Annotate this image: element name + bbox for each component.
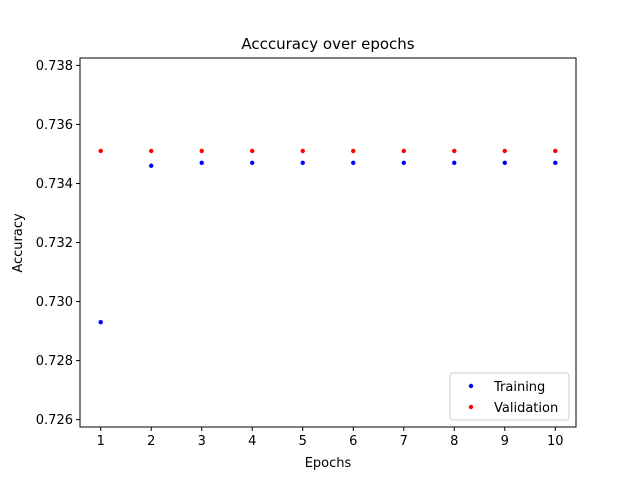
training-point (98, 320, 103, 325)
y-tick-label: 0.730 (36, 295, 73, 310)
y-axis-ticks: 0.726 0.728 0.730 0.732 0.734 0.736 0.738 (36, 59, 80, 428)
x-axis-label: Epochs (305, 456, 352, 471)
x-tick-label: 10 (547, 434, 564, 449)
legend-label-validation: Validation (494, 401, 558, 416)
y-axis-label: Accuracy (11, 213, 26, 273)
legend: Training Validation (449, 372, 570, 421)
y-tick-label: 0.738 (36, 59, 73, 74)
x-tick-label: 8 (450, 434, 458, 449)
training-point (199, 160, 204, 165)
y-tick-label: 0.726 (36, 413, 73, 428)
x-tick-label: 6 (349, 434, 357, 449)
chart-title: Acccuracy over epochs (241, 35, 414, 53)
training-point (250, 160, 255, 165)
training-point (401, 160, 406, 165)
validation-point (149, 148, 154, 154)
data-points (98, 148, 558, 325)
x-tick-label: 9 (501, 434, 509, 449)
validation-point (502, 148, 507, 154)
validation-point (401, 148, 406, 154)
y-tick-label: 0.728 (36, 354, 73, 369)
validation-point (199, 148, 204, 154)
validation-point (250, 148, 255, 154)
x-tick-label: 7 (400, 434, 408, 449)
training-point (502, 160, 507, 165)
x-tick-label: 3 (198, 434, 206, 449)
validation-point (351, 148, 356, 154)
y-tick-label: 0.734 (36, 177, 73, 192)
x-tick-label: 1 (97, 434, 105, 449)
validation-point (452, 148, 457, 154)
validation-point (300, 148, 305, 154)
training-point (149, 163, 154, 168)
x-tick-label: 2 (147, 434, 155, 449)
training-point (553, 160, 558, 165)
legend-label-training: Training (493, 380, 545, 395)
legend-box (449, 372, 570, 421)
training-point (300, 160, 305, 165)
x-tick-label: 5 (299, 434, 307, 449)
x-axis-ticks: 1 2 3 4 5 6 7 8 9 10 (97, 427, 564, 449)
x-tick-label: 4 (248, 434, 256, 449)
training-point (351, 160, 356, 165)
training-point (452, 160, 457, 165)
legend-marker-validation (468, 404, 474, 410)
validation-point (553, 148, 558, 154)
validation-point (98, 148, 103, 154)
legend-marker-training (468, 383, 474, 389)
y-tick-label: 0.732 (36, 236, 73, 251)
plot-area-frame (79, 57, 577, 428)
y-tick-label: 0.736 (36, 118, 73, 133)
